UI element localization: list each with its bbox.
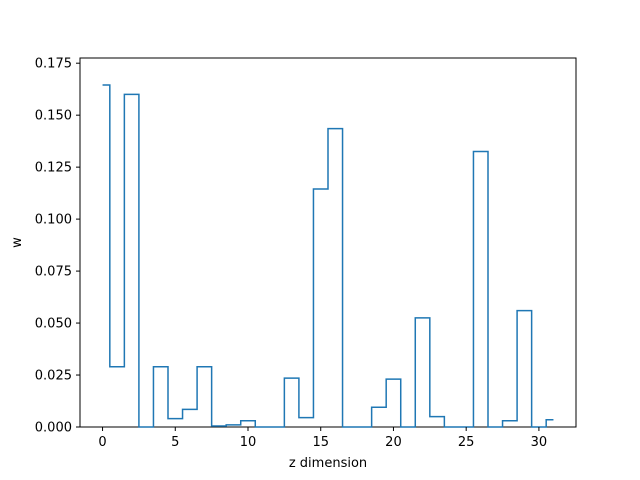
y-tick-label: 0.150 — [35, 109, 72, 124]
y-axis-label: w — [10, 237, 25, 248]
y-tick-label: 0.050 — [35, 317, 72, 332]
y-tick-label: 0.025 — [35, 369, 72, 384]
x-axis-label: z dimension — [289, 456, 367, 471]
x-tick-label: 20 — [385, 435, 402, 450]
axes-frame — [79, 57, 577, 428]
x-tick-label: 25 — [458, 435, 475, 450]
y-axis-ticks: 0.000 0.025 0.050 0.075 0.100 0.125 0.150 0.175 — [35, 57, 80, 436]
y-tick-label: 0.175 — [35, 57, 72, 72]
y-tick-label: 0.100 — [35, 213, 72, 228]
y-tick-label: 0.075 — [35, 265, 72, 280]
y-tick-label: 0.125 — [35, 161, 72, 176]
series-step-line — [102, 84, 554, 428]
x-tick-label: 30 — [531, 435, 548, 450]
y-tick-label: 0.000 — [35, 421, 72, 436]
x-tick-label: 10 — [240, 435, 257, 450]
x-axis-ticks: 0 5 10 15 20 25 30 — [98, 427, 547, 450]
x-tick-label: 15 — [312, 435, 329, 450]
x-tick-label: 0 — [98, 435, 106, 450]
x-tick-label: 5 — [171, 435, 179, 450]
